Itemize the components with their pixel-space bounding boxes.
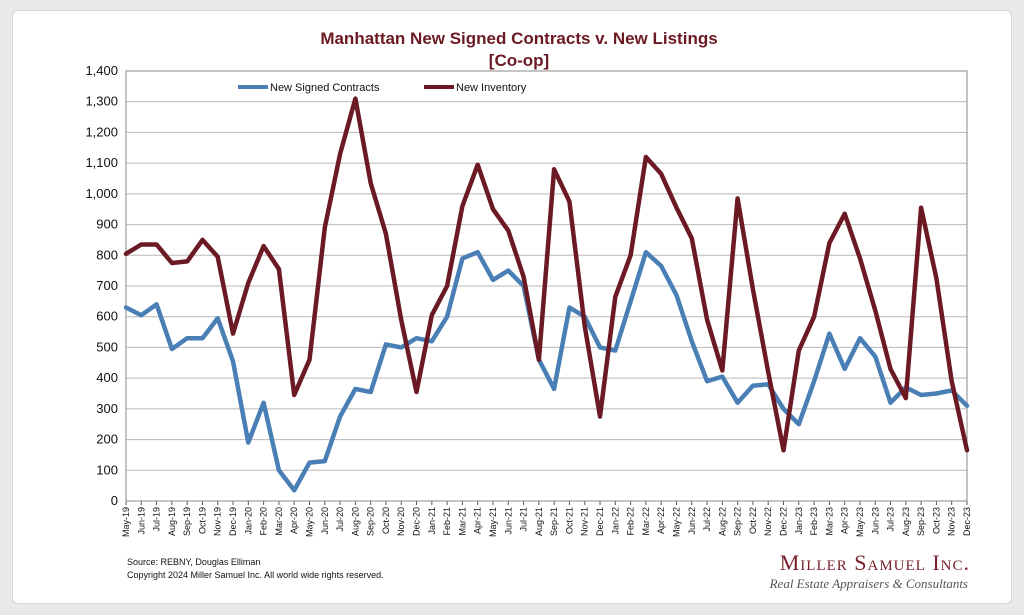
y-tick-label: 1,300	[85, 94, 118, 109]
x-tick-label: Jul-22	[702, 507, 712, 532]
x-tick-label: Jan-22	[610, 507, 620, 535]
x-tick-label: Dec-19	[228, 507, 238, 536]
legend: New Signed Contracts New Inventory	[238, 82, 527, 94]
chart-card	[12, 10, 1012, 604]
x-tick-label: May-19	[121, 507, 131, 537]
x-tick-label: Sep-19	[182, 507, 192, 536]
x-tick-label: Nov-20	[396, 507, 406, 536]
x-tick-label: Apr-22	[656, 507, 666, 534]
x-tick-label: May-21	[488, 507, 498, 537]
x-tick-label: Aug-22	[717, 507, 727, 536]
x-tick-label: Jun-21	[503, 507, 513, 535]
y-tick-label: 0	[111, 493, 118, 508]
x-tick-label: Aug-19	[167, 507, 177, 536]
y-tick-label: 1,100	[85, 155, 118, 170]
y-tick-label: 400	[96, 370, 118, 385]
x-tick-label: Jun-19	[136, 507, 146, 535]
legend-label-contracts: New Signed Contracts	[270, 82, 380, 94]
y-tick-label: 600	[96, 309, 118, 324]
series-lines	[123, 96, 970, 493]
x-tick-label: Dec-21	[595, 507, 605, 536]
series-line-new-signed-contracts	[123, 249, 970, 493]
series-line-new-inventory	[123, 96, 970, 453]
y-tick-label: 700	[96, 278, 118, 293]
x-tick-label: May-22	[671, 507, 681, 537]
y-tick-label: 1,400	[85, 63, 118, 78]
brand-logo-text: Miller Samuel Inc.	[780, 550, 970, 575]
x-tick-label: Oct-23	[931, 507, 941, 534]
x-tick-label: Aug-23	[901, 507, 911, 536]
source-note: Source: REBNY, Douglas Elliman	[127, 557, 260, 567]
x-tick-label: Jun-23	[870, 507, 880, 535]
x-tick-label: Apr-20	[289, 507, 299, 534]
x-tick-label: Nov-23	[947, 507, 957, 536]
x-tick-label: Jul-21	[519, 507, 529, 532]
x-tick-label: Dec-20	[412, 507, 422, 536]
y-axis-ticks: 0 100 200 300 400 500 600 700 800 900 1,000 1,100 1,…	[85, 63, 118, 508]
copyright-note: Copyright 2024 Miller Samuel Inc. All wo…	[127, 570, 384, 580]
x-tick-label: Apr-23	[840, 507, 850, 534]
y-tick-label: 200	[96, 432, 118, 447]
plot-frame	[125, 70, 968, 502]
x-tick-label: Jan-21	[427, 507, 437, 535]
x-tick-label: Dec-23	[962, 507, 972, 536]
legend-label-inventory: New Inventory	[456, 82, 527, 94]
x-tick-label: Oct-20	[381, 507, 391, 534]
x-tick-label: Oct-22	[748, 507, 758, 534]
x-tick-label: Aug-21	[534, 507, 544, 536]
chart-subtitle: [Co-op]	[489, 51, 549, 70]
x-tick-label: Jan-20	[243, 507, 253, 535]
x-tick-label: Mar-23	[824, 507, 834, 536]
brand-tagline: Real Estate Appraisers & Consultants	[769, 576, 968, 591]
x-tick-label: May-23	[855, 507, 865, 537]
x-tick-label: Nov-21	[580, 507, 590, 536]
x-tick-label: Jun-22	[687, 507, 697, 535]
x-tick-label: Oct-19	[197, 507, 207, 534]
x-tick-label: Sep-21	[549, 507, 559, 536]
y-tick-label: 500	[96, 339, 118, 354]
x-tick-label: Feb-22	[626, 507, 636, 536]
x-tick-label: Nov-19	[213, 507, 223, 536]
y-tick-label: 1,000	[85, 186, 118, 201]
y-tick-label: 900	[96, 217, 118, 232]
x-tick-label: Jun-20	[320, 507, 330, 535]
x-axis-ticks: May-19 Jun-19 Jul-19 Aug-19 Sep-19 Oct-19 Nov-…	[121, 501, 972, 537]
x-tick-label: Jul-23	[886, 507, 896, 532]
x-tick-label: Nov-22	[763, 507, 773, 536]
x-tick-label: Dec-22	[779, 507, 789, 536]
y-tick-label: 100	[96, 462, 118, 477]
x-tick-label: Oct-21	[564, 507, 574, 534]
x-tick-label: Sep-20	[366, 507, 376, 536]
x-tick-label: Feb-20	[259, 507, 269, 536]
x-tick-label: May-20	[304, 507, 314, 537]
x-tick-label: Jul-20	[335, 507, 345, 532]
y-tick-label: 1,200	[85, 124, 118, 139]
x-tick-label: Sep-22	[733, 507, 743, 536]
x-tick-label: Mar-22	[641, 507, 651, 536]
x-tick-label: Jan-23	[794, 507, 804, 535]
y-tick-label: 300	[96, 401, 118, 416]
x-tick-label: Feb-21	[442, 507, 452, 536]
x-tick-label: Aug-20	[350, 507, 360, 536]
y-tick-label: 800	[96, 247, 118, 262]
x-tick-label: Feb-23	[809, 507, 819, 536]
x-tick-label: Sep-23	[916, 507, 926, 536]
x-tick-label: Mar-20	[274, 507, 284, 536]
x-tick-label: Apr-21	[473, 507, 483, 534]
x-tick-label: Jul-19	[152, 507, 162, 532]
x-tick-label: Mar-21	[457, 507, 467, 536]
chart-title: Manhattan New Signed Contracts v. New Li…	[320, 29, 717, 48]
